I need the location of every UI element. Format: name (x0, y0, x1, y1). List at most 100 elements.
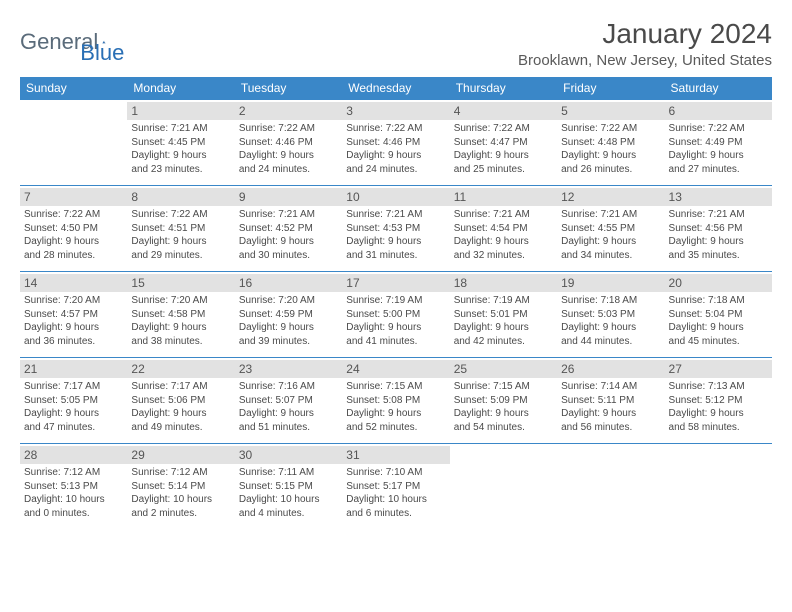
day-number: 23 (235, 360, 342, 378)
day-number: 12 (557, 188, 664, 206)
daylight-line-1: Daylight: 9 hours (561, 235, 660, 249)
day-number: 26 (557, 360, 664, 378)
sunset-line: Sunset: 4:54 PM (454, 222, 553, 236)
sunrise-line: Sunrise: 7:21 AM (669, 208, 768, 222)
day-number: 4 (450, 102, 557, 120)
daylight-line-2: and 32 minutes. (454, 249, 553, 263)
weekday-header: Friday (557, 77, 664, 100)
daylight-line-2: and 36 minutes. (24, 335, 123, 349)
calendar-day-cell: 3Sunrise: 7:22 AMSunset: 4:46 PMDaylight… (342, 100, 449, 186)
sunrise-line: Sunrise: 7:21 AM (346, 208, 445, 222)
daylight-line-1: Daylight: 10 hours (24, 493, 123, 507)
weekday-row: SundayMondayTuesdayWednesdayThursdayFrid… (20, 77, 772, 100)
daylight-line-1: Daylight: 10 hours (346, 493, 445, 507)
sunset-line: Sunset: 5:13 PM (24, 480, 123, 494)
calendar-body: 1Sunrise: 7:21 AMSunset: 4:45 PMDaylight… (20, 100, 772, 530)
weekday-header: Wednesday (342, 77, 449, 100)
day-number: 15 (127, 274, 234, 292)
weekday-header: Sunday (20, 77, 127, 100)
daylight-line-1: Daylight: 9 hours (24, 321, 123, 335)
daylight-line-1: Daylight: 9 hours (131, 407, 230, 421)
daylight-line-1: Daylight: 9 hours (346, 407, 445, 421)
daylight-line-1: Daylight: 9 hours (239, 235, 338, 249)
sunrise-line: Sunrise: 7:20 AM (239, 294, 338, 308)
day-number: 5 (557, 102, 664, 120)
sunrise-line: Sunrise: 7:13 AM (669, 380, 768, 394)
calendar-day-cell: 6Sunrise: 7:22 AMSunset: 4:49 PMDaylight… (665, 100, 772, 186)
sunset-line: Sunset: 5:14 PM (131, 480, 230, 494)
sunset-line: Sunset: 4:50 PM (24, 222, 123, 236)
calendar-day-cell: 12Sunrise: 7:21 AMSunset: 4:55 PMDayligh… (557, 186, 664, 272)
weekday-header: Thursday (450, 77, 557, 100)
sunset-line: Sunset: 5:09 PM (454, 394, 553, 408)
sunset-line: Sunset: 5:05 PM (24, 394, 123, 408)
calendar-day-cell: 26Sunrise: 7:14 AMSunset: 5:11 PMDayligh… (557, 358, 664, 444)
daylight-line-1: Daylight: 9 hours (669, 149, 768, 163)
daylight-line-2: and 52 minutes. (346, 421, 445, 435)
daylight-line-2: and 38 minutes. (131, 335, 230, 349)
sunrise-line: Sunrise: 7:18 AM (669, 294, 768, 308)
calendar-day-cell: 27Sunrise: 7:13 AMSunset: 5:12 PMDayligh… (665, 358, 772, 444)
day-number: 28 (20, 446, 127, 464)
daylight-line-2: and 31 minutes. (346, 249, 445, 263)
calendar-day-cell (665, 444, 772, 530)
daylight-line-2: and 49 minutes. (131, 421, 230, 435)
sunrise-line: Sunrise: 7:22 AM (454, 122, 553, 136)
logo: General Blue (20, 18, 124, 66)
daylight-line-2: and 29 minutes. (131, 249, 230, 263)
sunrise-line: Sunrise: 7:22 AM (239, 122, 338, 136)
day-number: 31 (342, 446, 449, 464)
sunrise-line: Sunrise: 7:17 AM (131, 380, 230, 394)
sunset-line: Sunset: 4:46 PM (239, 136, 338, 150)
daylight-line-2: and 2 minutes. (131, 507, 230, 521)
day-number: 27 (665, 360, 772, 378)
sunrise-line: Sunrise: 7:18 AM (561, 294, 660, 308)
day-number: 30 (235, 446, 342, 464)
calendar-day-cell: 20Sunrise: 7:18 AMSunset: 5:04 PMDayligh… (665, 272, 772, 358)
day-number: 6 (665, 102, 772, 120)
day-number: 3 (342, 102, 449, 120)
sunset-line: Sunset: 4:59 PM (239, 308, 338, 322)
calendar-day-cell: 15Sunrise: 7:20 AMSunset: 4:58 PMDayligh… (127, 272, 234, 358)
calendar-day-cell: 18Sunrise: 7:19 AMSunset: 5:01 PMDayligh… (450, 272, 557, 358)
calendar-day-cell: 8Sunrise: 7:22 AMSunset: 4:51 PMDaylight… (127, 186, 234, 272)
calendar-table: SundayMondayTuesdayWednesdayThursdayFrid… (20, 77, 772, 530)
daylight-line-2: and 24 minutes. (239, 163, 338, 177)
sunset-line: Sunset: 5:03 PM (561, 308, 660, 322)
sunset-line: Sunset: 5:01 PM (454, 308, 553, 322)
weekday-header: Monday (127, 77, 234, 100)
day-number: 8 (127, 188, 234, 206)
sunset-line: Sunset: 4:56 PM (669, 222, 768, 236)
calendar-day-cell: 10Sunrise: 7:21 AMSunset: 4:53 PMDayligh… (342, 186, 449, 272)
sunrise-line: Sunrise: 7:21 AM (239, 208, 338, 222)
sunrise-line: Sunrise: 7:19 AM (454, 294, 553, 308)
daylight-line-1: Daylight: 9 hours (239, 407, 338, 421)
calendar-day-cell: 1Sunrise: 7:21 AMSunset: 4:45 PMDaylight… (127, 100, 234, 186)
sunset-line: Sunset: 5:00 PM (346, 308, 445, 322)
daylight-line-2: and 51 minutes. (239, 421, 338, 435)
calendar-day-cell: 11Sunrise: 7:21 AMSunset: 4:54 PMDayligh… (450, 186, 557, 272)
daylight-line-1: Daylight: 9 hours (454, 235, 553, 249)
daylight-line-2: and 28 minutes. (24, 249, 123, 263)
sunset-line: Sunset: 4:47 PM (454, 136, 553, 150)
sunrise-line: Sunrise: 7:12 AM (131, 466, 230, 480)
calendar-week-row: 1Sunrise: 7:21 AMSunset: 4:45 PMDaylight… (20, 100, 772, 186)
calendar-day-cell: 4Sunrise: 7:22 AMSunset: 4:47 PMDaylight… (450, 100, 557, 186)
sunset-line: Sunset: 4:53 PM (346, 222, 445, 236)
calendar-day-cell: 30Sunrise: 7:11 AMSunset: 5:15 PMDayligh… (235, 444, 342, 530)
calendar-day-cell: 16Sunrise: 7:20 AMSunset: 4:59 PMDayligh… (235, 272, 342, 358)
daylight-line-1: Daylight: 10 hours (239, 493, 338, 507)
daylight-line-2: and 27 minutes. (669, 163, 768, 177)
daylight-line-1: Daylight: 9 hours (561, 321, 660, 335)
sunset-line: Sunset: 4:52 PM (239, 222, 338, 236)
day-number: 20 (665, 274, 772, 292)
daylight-line-2: and 41 minutes. (346, 335, 445, 349)
daylight-line-2: and 56 minutes. (561, 421, 660, 435)
daylight-line-2: and 30 minutes. (239, 249, 338, 263)
day-number: 25 (450, 360, 557, 378)
calendar-day-cell: 22Sunrise: 7:17 AMSunset: 5:06 PMDayligh… (127, 358, 234, 444)
sunrise-line: Sunrise: 7:22 AM (669, 122, 768, 136)
sunrise-line: Sunrise: 7:21 AM (454, 208, 553, 222)
daylight-line-1: Daylight: 9 hours (131, 235, 230, 249)
day-number: 22 (127, 360, 234, 378)
